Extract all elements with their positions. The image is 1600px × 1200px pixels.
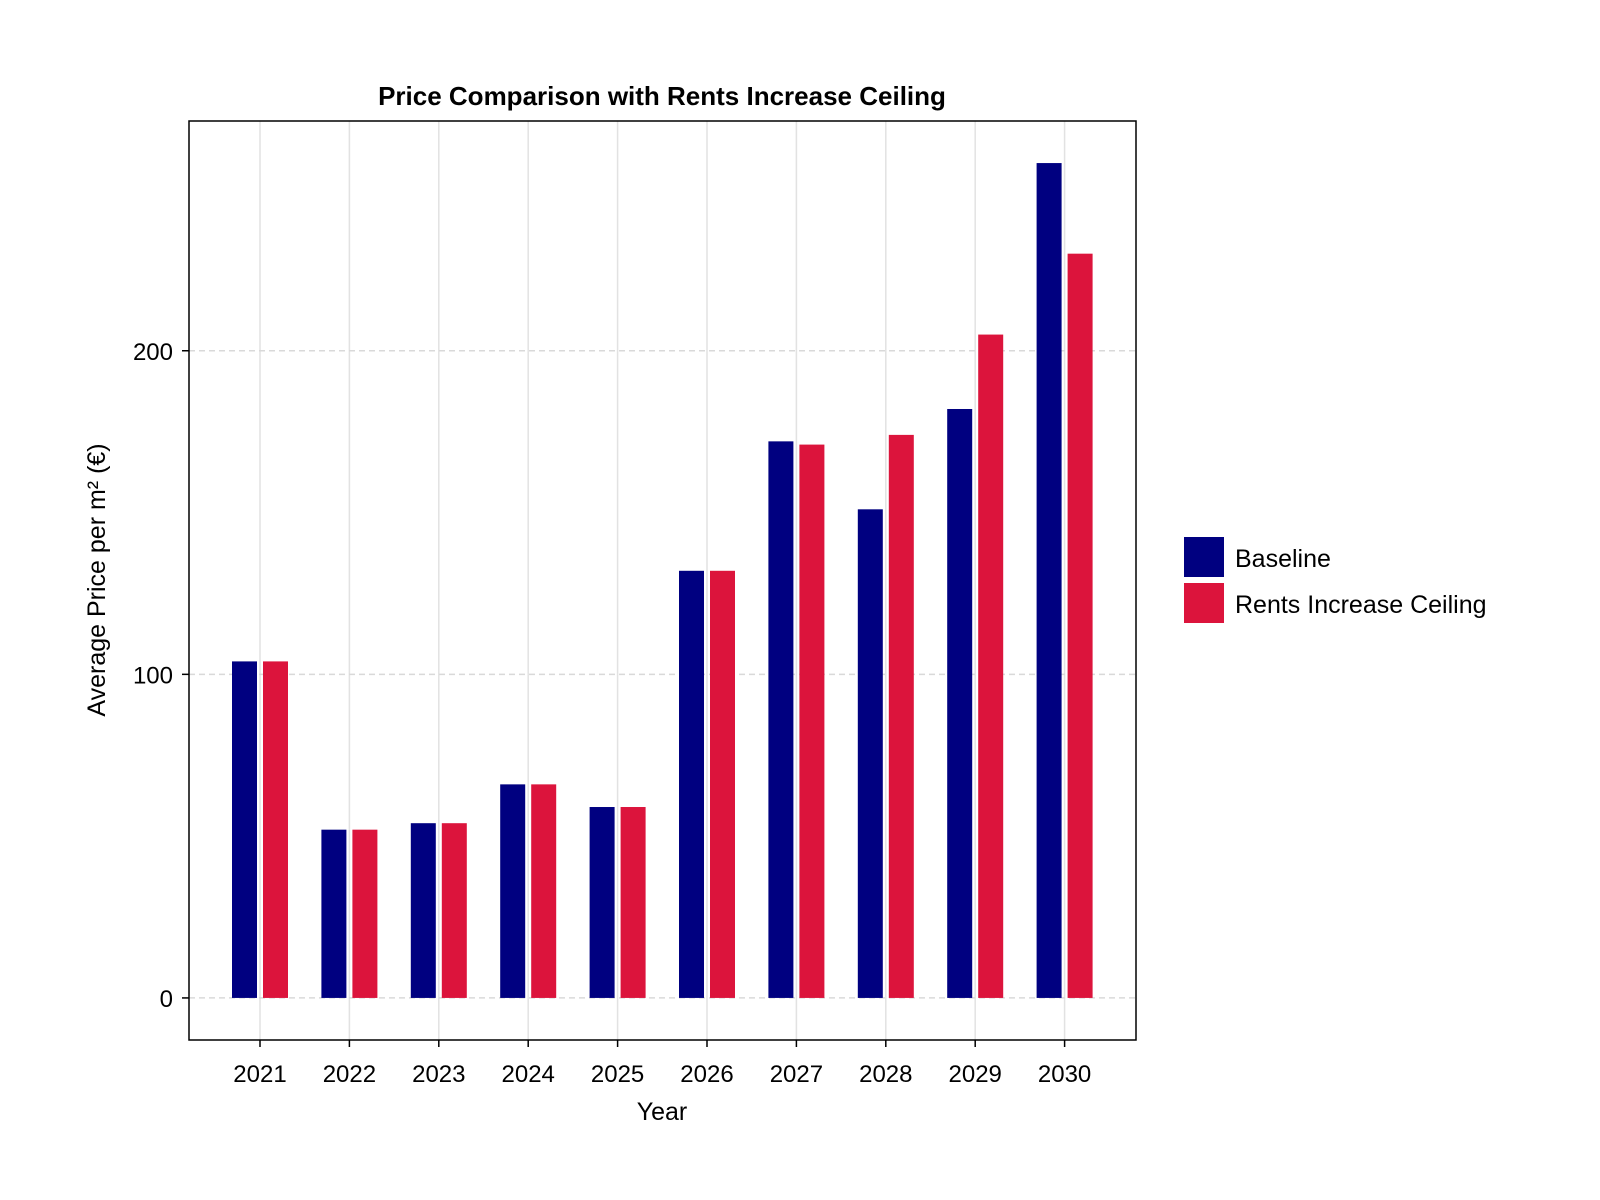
bar-baseline-2023 [410,823,436,998]
bar-rents-increase-ceiling-2029 [978,334,1004,998]
y-tick-label: 100 [133,662,173,689]
x-tick-label: 2023 [412,1061,465,1088]
x-tick-label: 2027 [770,1061,823,1088]
x-tick-label: 2024 [502,1061,555,1088]
bar-rents-increase-ceiling-2023 [441,823,467,998]
grid-layer [189,121,1136,1040]
x-tick-label: 2026 [680,1061,733,1088]
x-tick-label: 2030 [1038,1061,1091,1088]
x-tick-label: 2021 [233,1061,286,1088]
bar-baseline-2028 [857,509,883,998]
bar-rents-increase-ceiling-2024 [531,784,557,998]
chart-title: Price Comparison with Rents Increase Cei… [378,81,946,111]
ticks-layer: 2021 2022 2023 2024 2025 2026 2027 2028 2029 2030… [133,339,1091,1088]
bar-rents-increase-ceiling-2028 [888,434,914,998]
legend-label-baseline: Baseline [1235,545,1331,573]
y-tick-label: 0 [160,986,173,1013]
y-axis-label: Average Price per m² (€) [83,443,111,716]
x-tick-label: 2028 [859,1061,912,1088]
bar-baseline-2024 [500,784,526,998]
legend-swatch-rents-increase-ceiling [1184,583,1224,623]
bars-layer [232,163,1093,998]
bar-rents-increase-ceiling-2026 [710,570,735,998]
bar-baseline-2026 [679,570,704,998]
bar-baseline-2021 [232,661,257,998]
bar-baseline-2029 [947,408,973,998]
bar-baseline-2027 [768,441,794,998]
bar-baseline-2030 [1036,163,1062,998]
bar-baseline-2025 [589,807,615,998]
bar-rents-increase-ceiling-2021 [263,661,288,998]
bar-rents-increase-ceiling-2027 [799,444,825,998]
x-tick-label: 2025 [591,1061,644,1088]
y-tick-label: 200 [133,339,173,366]
legend-swatch-baseline [1184,537,1224,577]
plot-frame [188,120,1137,1041]
x-axis-label: Year [637,1098,688,1126]
bar-rents-increase-ceiling-2025 [620,807,646,998]
bar-rents-increase-ceiling-2030 [1067,253,1093,998]
bar-rents-increase-ceiling-2022 [352,829,378,998]
x-tick-label: 2022 [323,1061,376,1088]
x-tick-label: 2029 [949,1061,1002,1088]
legend: Baseline Rents Increase Ceiling [1184,537,1487,623]
legend-label-rents-increase-ceiling: Rents Increase Ceiling [1235,591,1487,619]
bar-baseline-2022 [321,829,347,998]
